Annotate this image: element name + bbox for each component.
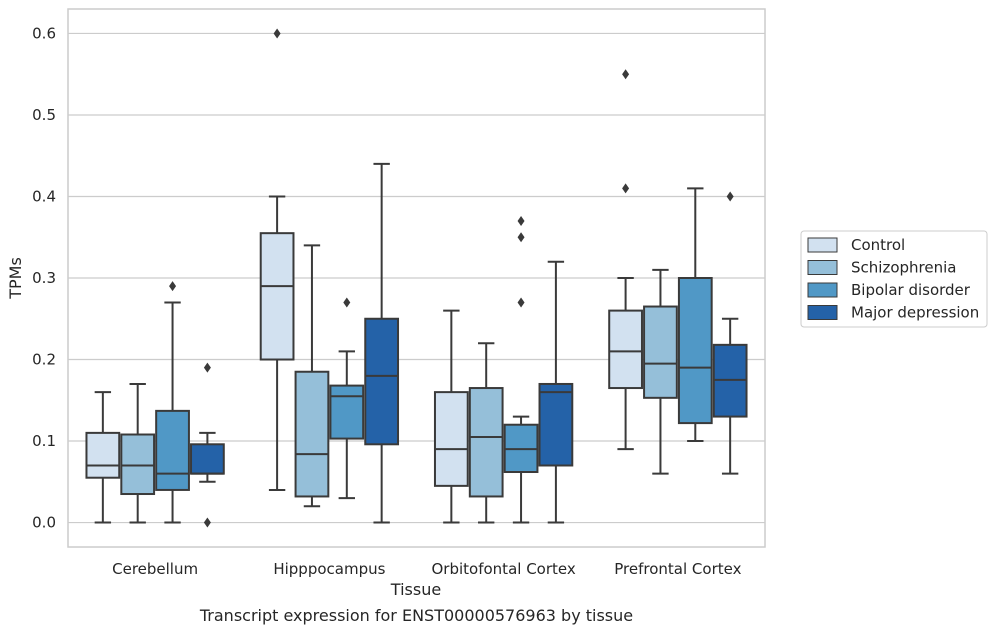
legend-entry: Control (807, 236, 905, 254)
outlier-point (203, 517, 211, 528)
box (155, 281, 190, 524)
outlier-point (273, 28, 281, 39)
box (468, 342, 504, 524)
box (503, 215, 539, 524)
box-body (643, 305, 678, 399)
y-axis-label: TPMs (6, 257, 25, 300)
y-tick-label: 0.1 (32, 432, 56, 450)
outlier-point (726, 191, 734, 202)
box (120, 382, 156, 524)
y-tick-label: 0.5 (32, 106, 56, 124)
box-body (538, 382, 574, 467)
box-body (677, 277, 713, 425)
box (294, 244, 330, 508)
y-tick-label: 0.3 (32, 269, 56, 287)
box (85, 391, 121, 524)
box-body (155, 409, 190, 491)
box (677, 187, 713, 443)
box (433, 309, 469, 524)
series-schizophrenia (120, 244, 678, 524)
plot-frame (67, 8, 766, 548)
box (643, 268, 678, 475)
box-body (329, 384, 365, 440)
outlier-point (517, 232, 525, 243)
box (538, 260, 574, 524)
box (608, 69, 643, 451)
y-tick-label: 0.6 (32, 24, 56, 42)
box-body (294, 370, 330, 498)
box (364, 162, 400, 524)
chart-caption: Transcript expression for ENST0000057696… (199, 606, 634, 625)
outlier-point (622, 69, 630, 80)
series-control (85, 28, 643, 524)
box-body (608, 309, 643, 390)
outlier-point (517, 215, 525, 226)
legend-label: Control (851, 236, 905, 254)
y-tick-label: 0.4 (32, 187, 56, 205)
outlier-point (343, 297, 351, 308)
series-bipolar-disorder (155, 187, 713, 524)
legend-swatch (807, 260, 838, 275)
legend-entry: Major depression (807, 304, 979, 322)
box-body (190, 443, 225, 475)
y-tick-label: 0.0 (32, 514, 56, 532)
box-body (364, 317, 400, 446)
box-body (85, 431, 121, 479)
box-body (259, 232, 295, 361)
outlier-point (517, 297, 525, 308)
x-tick-label: Orbitofontal Cortex (432, 560, 576, 578)
legend-entry: Schizophrenia (807, 259, 956, 277)
legend-frame (800, 230, 988, 328)
outlier-point (622, 183, 630, 194)
x-tick-label: Hipppocampus (273, 560, 385, 578)
box-body (433, 391, 469, 487)
box-body (120, 433, 156, 496)
legend-swatch (807, 305, 838, 320)
box (190, 362, 225, 528)
x-tick-label: Prefrontal Cortex (614, 560, 741, 578)
y-axis-ticks: 0.0 0.1 0.2 0.3 0.4 0.5 0.6 (32, 24, 56, 531)
box-body (468, 387, 504, 498)
x-tick-label: Cerebellum (112, 560, 198, 578)
y-tick-label: 0.2 (32, 351, 56, 369)
box (712, 191, 748, 475)
legend-label: Schizophrenia (851, 259, 956, 277)
legend: Control Schizophrenia Bipolar disorder Majo… (800, 230, 988, 328)
outlier-point (169, 281, 177, 292)
box (259, 28, 295, 491)
series-major-depression (190, 162, 748, 528)
legend-label: Bipolar disorder (851, 281, 971, 299)
outlier-point (203, 362, 211, 373)
legend-label: Major depression (851, 304, 979, 322)
legend-swatch (807, 237, 838, 253)
box-plot-series (85, 28, 748, 528)
legend-swatch (807, 282, 838, 298)
x-axis-ticks: Cerebellum Hipppocampus Orbitofontal Corte… (112, 560, 741, 578)
x-axis-label: Tissue (390, 580, 441, 599)
legend-entry: Bipolar disorder (807, 281, 971, 299)
box (329, 297, 365, 500)
